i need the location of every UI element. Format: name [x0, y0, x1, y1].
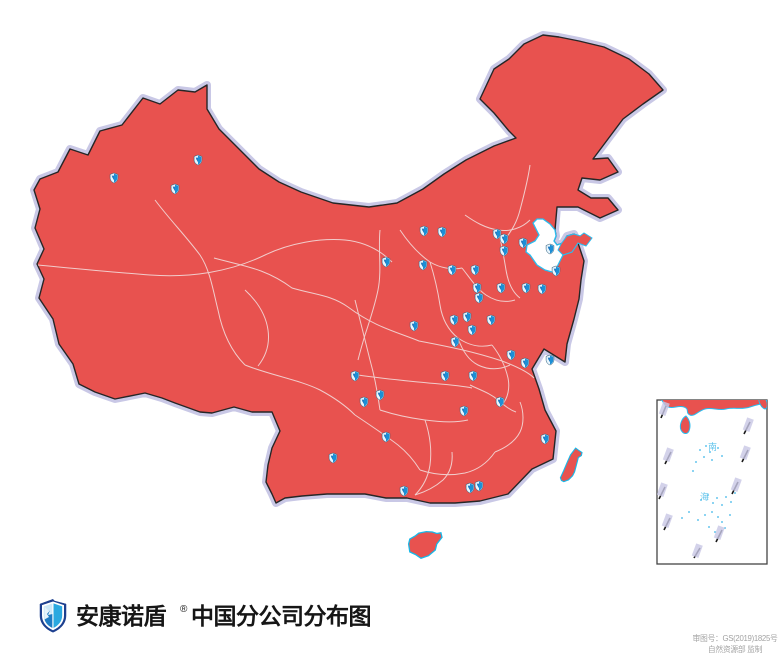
svg-text:中国分公司分布图: 中国分公司分布图 [191, 603, 371, 629]
svg-text:自然资源部 监制: 自然资源部 监制 [708, 644, 763, 654]
svg-text:南: 南 [708, 441, 717, 452]
svg-text:安康诺盾: 安康诺盾 [76, 603, 167, 629]
svg-text:海: 海 [700, 491, 709, 502]
svg-text:®: ® [180, 604, 188, 615]
svg-text:审图号：GS(2019)1825号: 审图号：GS(2019)1825号 [692, 633, 778, 643]
